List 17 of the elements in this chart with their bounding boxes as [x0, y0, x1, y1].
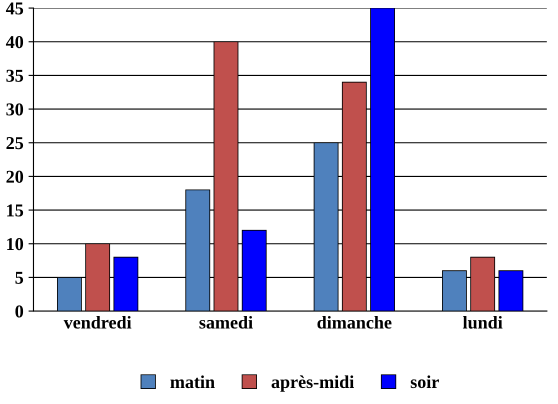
- y-tick-label: 40: [6, 36, 24, 48]
- legend-label: soir: [410, 375, 439, 388]
- y-tick-label: 15: [7, 204, 24, 217]
- y-tick-label: 20: [6, 170, 24, 183]
- y-tick-label: 5: [15, 272, 24, 284]
- y-tick-label: 45: [6, 2, 24, 15]
- y-tick-label: 10: [7, 238, 24, 250]
- y-tick-label: 25: [6, 137, 24, 150]
- y-tick-label: 35: [6, 70, 24, 82]
- x-tick-label: lundi: [462, 316, 502, 329]
- x-tick-label: vendredi: [64, 316, 132, 329]
- y-tick-label: 0: [15, 305, 24, 318]
- x-tick-label: dimanche: [317, 316, 392, 329]
- legend-label: matin: [170, 375, 215, 388]
- y-tick-label: 30: [6, 103, 24, 116]
- x-tick-label: samedi: [199, 316, 253, 329]
- legend-label: après-midi: [272, 375, 354, 392]
